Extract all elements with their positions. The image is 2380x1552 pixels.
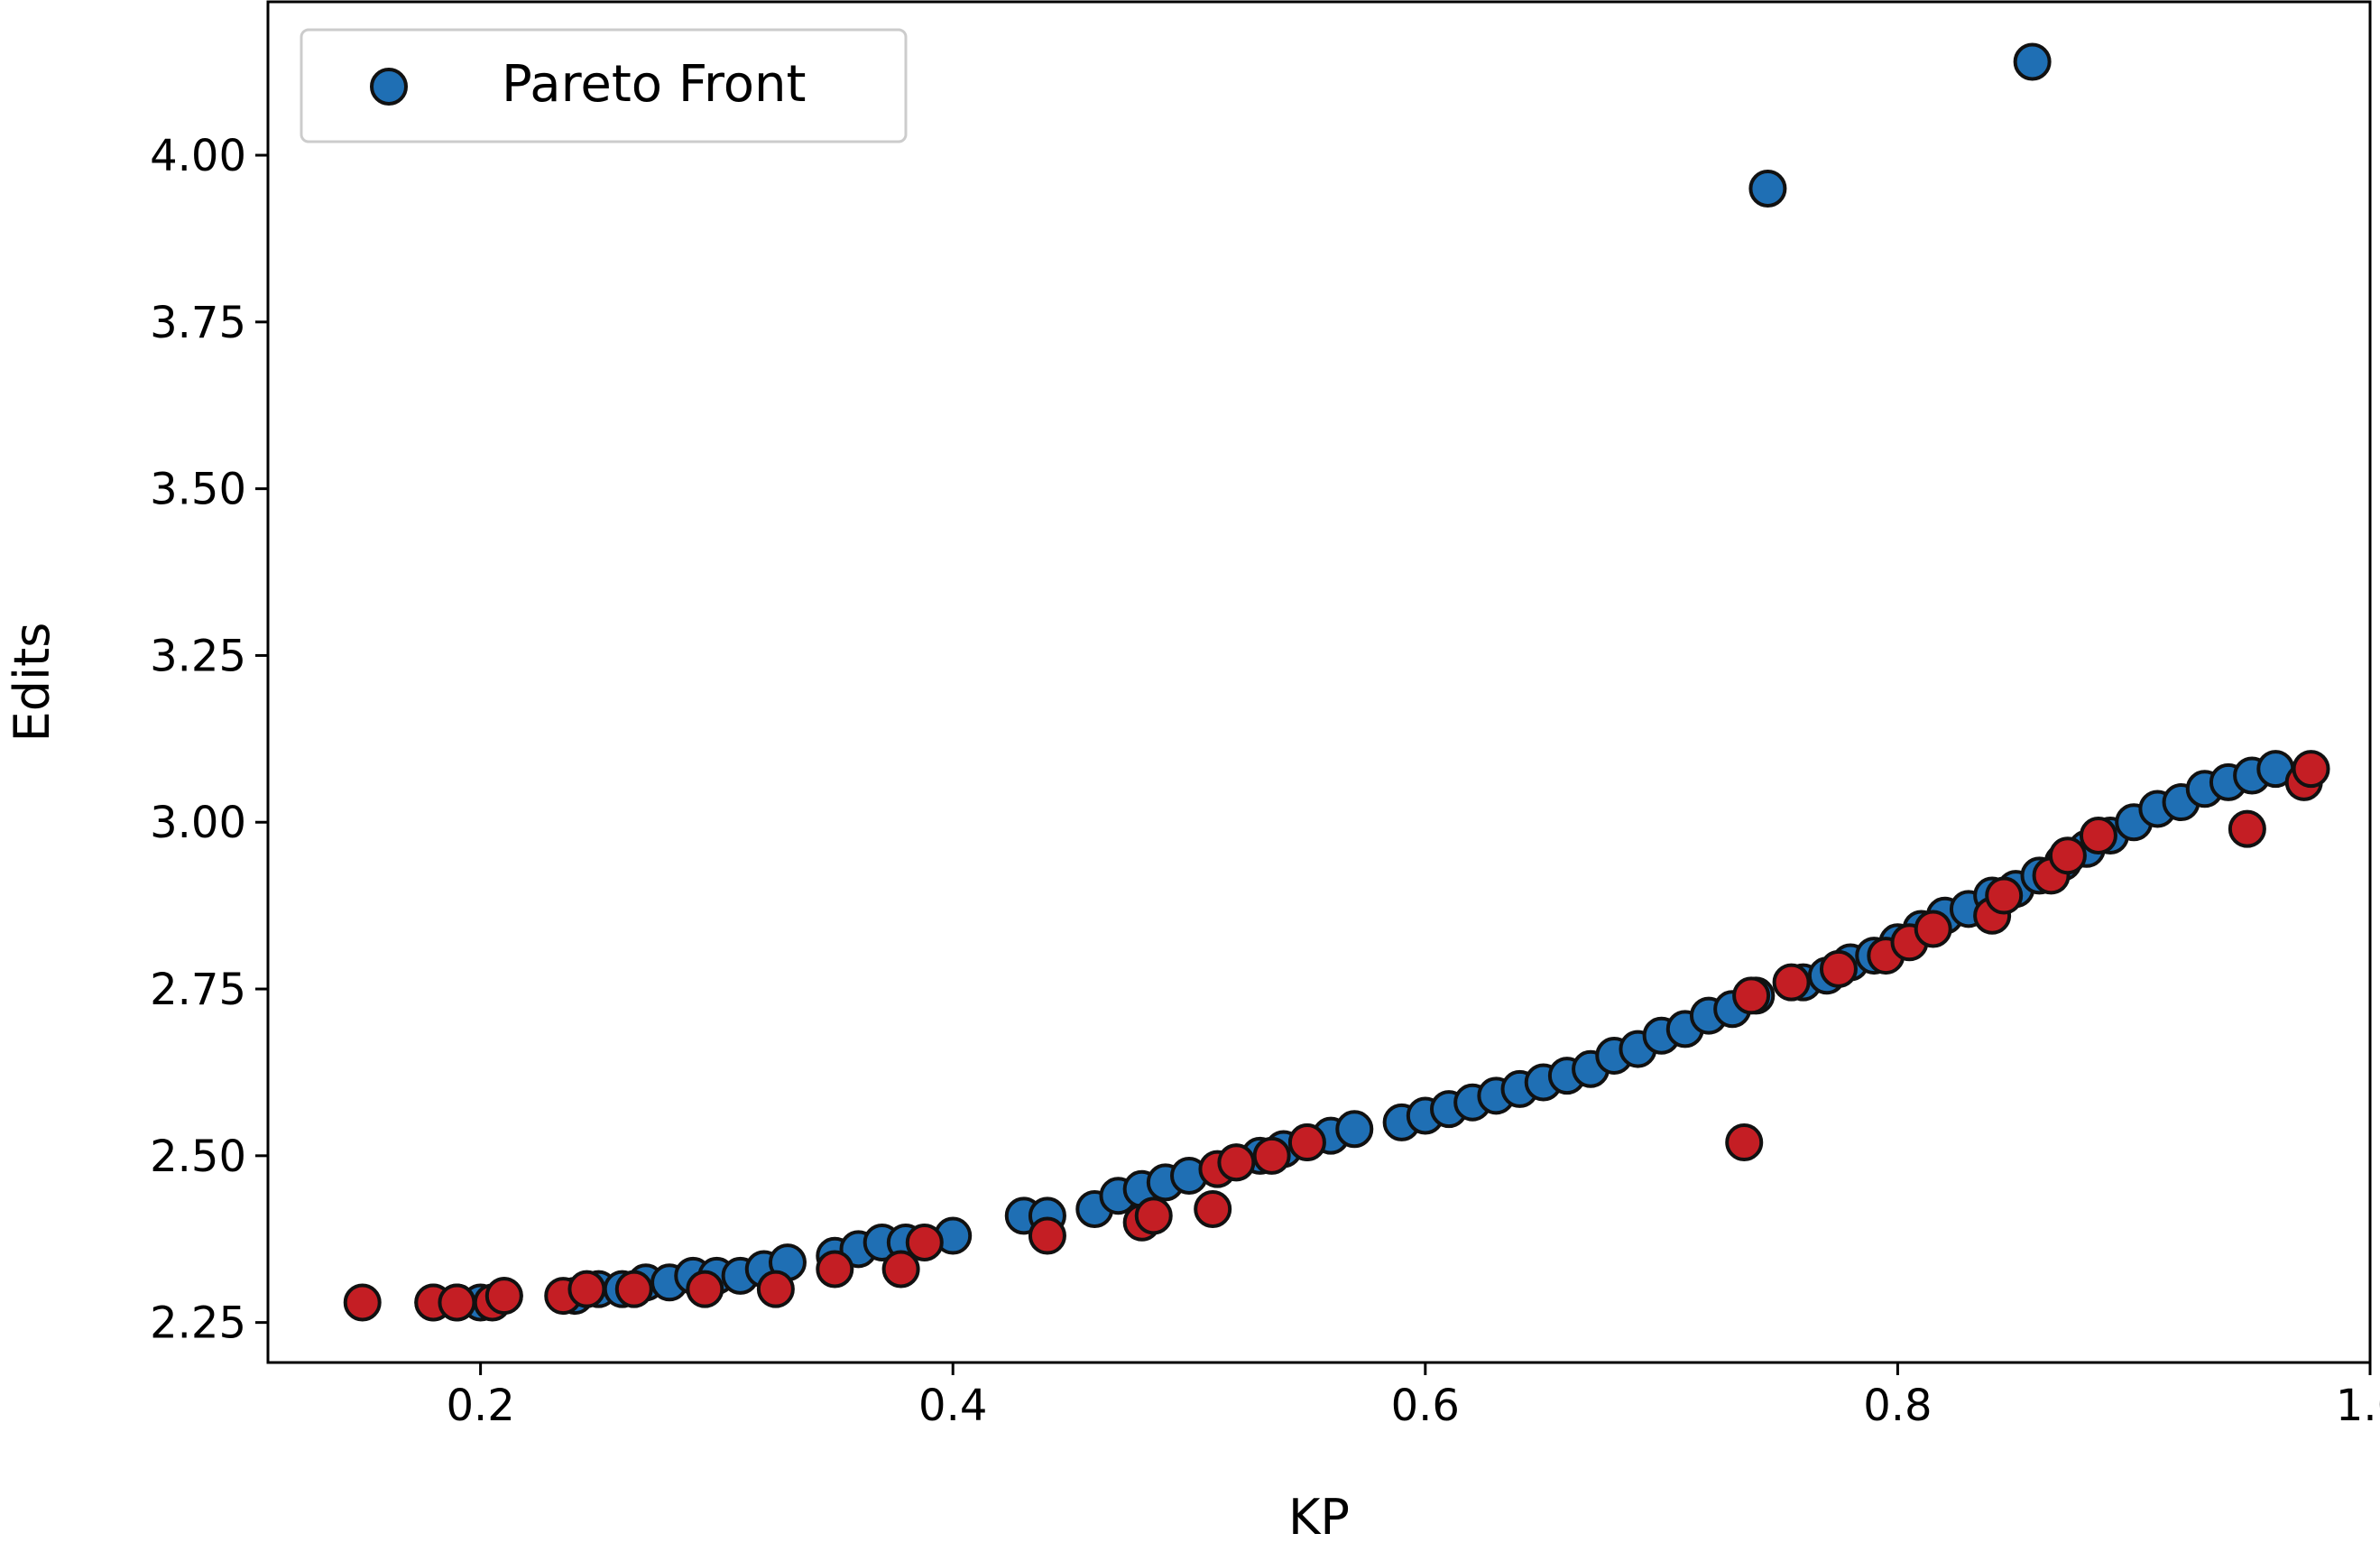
other-point [1725, 1123, 1764, 1162]
other-point [1287, 1123, 1326, 1162]
x-axis-label: KP [1288, 1489, 1350, 1546]
legend: Pareto Front [300, 28, 908, 143]
other-point [2079, 817, 2117, 855]
y-tick-label: 3.50 [150, 465, 246, 515]
y-tick-label: 3.25 [150, 631, 246, 681]
other-point [2292, 750, 2330, 789]
other-point [438, 1283, 476, 1322]
y-tick-label: 3.75 [150, 298, 246, 348]
other-point [1732, 976, 1771, 1015]
other-point [1252, 1136, 1291, 1175]
other-point [686, 1270, 724, 1308]
other-point [614, 1270, 653, 1308]
other-point [567, 1270, 606, 1308]
y-tick-label: 2.75 [150, 965, 246, 1015]
other-point [1194, 1189, 1232, 1228]
axis-ticks: 0.2 0.4 0.6 0.8 1.0 2.25 2.50 2.75 3.00 3.25 3.50 3… [150, 131, 2380, 1431]
x-tick-label: 0.2 [446, 1381, 514, 1431]
pareto-point [1748, 169, 1787, 208]
y-axis-label: Edits [4, 623, 60, 743]
other-point [2048, 836, 2087, 875]
other-point [756, 1270, 795, 1308]
legend-marker-pareto [370, 68, 408, 106]
pareto-point [2013, 42, 2052, 81]
pareto-point [1335, 1110, 1374, 1149]
other-point [1134, 1196, 1173, 1235]
y-tick-label: 4.00 [150, 131, 246, 181]
other-point [1772, 963, 1811, 1002]
other-point [1217, 1143, 1256, 1182]
other-point [1819, 949, 1858, 988]
other-point [2228, 809, 2266, 848]
x-tick-label: 0.8 [1863, 1381, 1932, 1431]
y-tick-label: 3.00 [150, 798, 246, 848]
x-tick-label: 0.6 [1391, 1381, 1460, 1431]
other-point [1028, 1216, 1066, 1255]
legend-label-pareto: Pareto Front [502, 55, 806, 114]
other-point [484, 1277, 523, 1316]
x-tick-label: 1.0 [2336, 1381, 2380, 1431]
x-tick-label: 0.4 [918, 1381, 987, 1431]
other-point [905, 1223, 944, 1261]
y-tick-label: 2.50 [150, 1132, 246, 1182]
series-other [343, 750, 2330, 1322]
other-point [1985, 876, 2024, 915]
plot-frame [266, 0, 2372, 1364]
other-point [1914, 910, 1952, 948]
other-point [816, 1250, 854, 1289]
other-point [343, 1283, 382, 1322]
legend-box [300, 28, 908, 143]
other-point [881, 1250, 920, 1289]
y-tick-label: 2.25 [150, 1298, 246, 1349]
